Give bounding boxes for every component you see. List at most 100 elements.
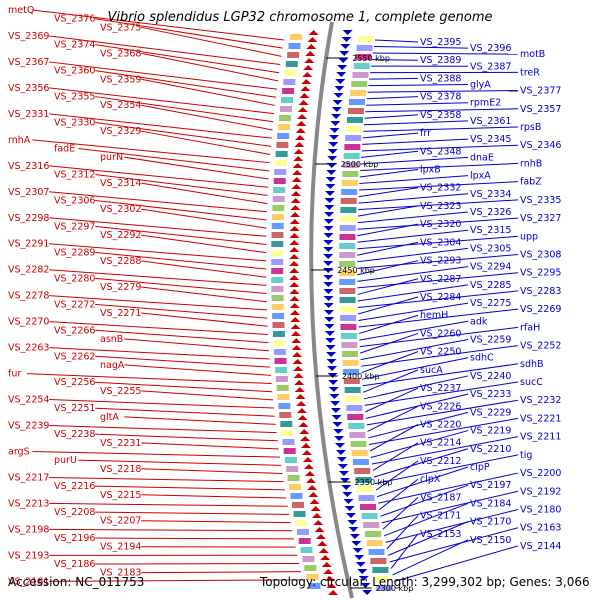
cog-block-right	[341, 180, 358, 186]
reverse-gene-arrow	[335, 450, 346, 455]
reverse-gene-arrow	[324, 324, 335, 329]
cog-block-right	[360, 504, 376, 510]
cog-block-right	[347, 108, 364, 114]
left-connector-line	[32, 450, 280, 458]
left-connector-line	[49, 61, 278, 90]
reverse-gene-arrow	[331, 114, 342, 119]
forward-gene-arrow	[306, 44, 317, 49]
right-connector-line	[358, 193, 469, 204]
right-connector-line	[376, 466, 469, 498]
left-gene-label: VS_2375	[100, 22, 141, 33]
cog-block-left	[273, 187, 286, 193]
right-connector-line	[361, 351, 419, 374]
forward-gene-arrow	[323, 569, 334, 574]
reverse-gene-arrow	[340, 478, 351, 483]
reverse-gene-arrow	[358, 576, 369, 581]
right-connector-line	[364, 381, 519, 406]
right-connector-line	[374, 39, 419, 43]
cog-block-right	[356, 45, 373, 51]
left-connector-line	[95, 537, 294, 540]
cog-block-left	[280, 421, 293, 427]
right-gene-label: VS_2187	[420, 492, 461, 503]
reverse-gene-arrow	[328, 142, 339, 147]
forward-gene-arrow	[292, 352, 303, 357]
kbp-label: 2450 kbp	[337, 266, 375, 275]
left-connector-line	[141, 260, 267, 278]
right-gene-label: VS_2153	[420, 529, 461, 540]
right-connector-line	[362, 138, 469, 145]
reverse-gene-arrow	[360, 583, 371, 588]
right-gene-label: VS_2287	[420, 274, 461, 285]
reverse-gene-arrow	[325, 345, 336, 350]
right-connector-line	[363, 120, 469, 126]
reverse-gene-arrow	[323, 289, 334, 294]
left-gene-label: VS_2262	[54, 351, 95, 362]
right-gene-label: VS_2250	[420, 347, 461, 358]
cog-block-left	[273, 349, 286, 355]
right-connector-line	[361, 150, 419, 158]
left-gene-label: VS_2207	[100, 516, 141, 527]
right-gene-label: VS_2252	[520, 341, 561, 352]
cog-block-left	[281, 430, 294, 436]
left-connector-line	[95, 485, 285, 491]
reverse-gene-arrow	[336, 457, 347, 462]
forward-gene-arrow	[290, 324, 301, 329]
right-connector-line	[374, 454, 519, 485]
left-gene-label: VS_2183	[100, 568, 141, 579]
right-connector-line	[367, 90, 519, 93]
left-gene-label: metQ	[8, 5, 34, 16]
cog-block-right	[346, 405, 363, 411]
reverse-gene-arrow	[324, 205, 335, 210]
forward-gene-arrow	[289, 254, 300, 259]
cog-block-left	[289, 34, 302, 40]
cog-block-right	[345, 135, 362, 141]
reverse-gene-arrow	[324, 191, 335, 196]
cog-block-right	[339, 234, 356, 240]
left-gene-label: VS_2217	[8, 472, 49, 483]
left-connector-line	[141, 468, 283, 474]
cog-block-left	[276, 142, 289, 148]
cog-block-right	[368, 549, 385, 555]
cog-block-left	[271, 304, 284, 310]
reverse-gene-arrow	[327, 366, 338, 371]
right-connector-line	[382, 496, 419, 530]
reverse-gene-arrow	[324, 317, 335, 322]
forward-gene-arrow	[295, 135, 306, 140]
reverse-gene-arrow	[352, 548, 363, 553]
right-gene-label: VS_2171	[420, 511, 461, 522]
cog-block-left	[282, 439, 295, 445]
reverse-gene-arrow	[342, 30, 353, 35]
right-gene-label: rnhB	[520, 158, 542, 169]
right-connector-line	[373, 448, 469, 478]
right-connector-line	[358, 302, 469, 322]
left-connector-line	[95, 407, 275, 417]
cog-block-right	[350, 441, 367, 447]
left-connector-line	[49, 528, 293, 532]
right-gene-label: sucC	[520, 377, 543, 388]
left-gene-label: purU	[54, 455, 77, 466]
left-gene-label: VS_2354	[100, 100, 141, 111]
left-connector-line	[49, 425, 277, 434]
reverse-gene-arrow	[342, 492, 353, 497]
right-gene-label: VS_2294	[470, 262, 511, 273]
left-connector-line	[32, 9, 285, 41]
reverse-gene-arrow	[326, 170, 337, 175]
right-gene-label: VS_2320	[420, 219, 461, 230]
cog-block-left	[271, 232, 284, 238]
right-gene-label: VS_2334	[470, 189, 511, 200]
right-gene-label: VS_2233	[470, 389, 511, 400]
cog-block-left	[272, 313, 285, 319]
left-gene-label: VS_2306	[54, 195, 95, 206]
left-connector-line	[95, 562, 300, 565]
right-gene-label: VS_2214	[420, 438, 461, 449]
forward-gene-arrow	[289, 303, 300, 308]
right-connector-line	[388, 521, 469, 556]
cog-block-right	[355, 477, 372, 483]
right-connector-line	[371, 59, 419, 61]
left-connector-line	[141, 312, 268, 327]
left-connector-line	[49, 243, 267, 262]
cog-block-left	[288, 484, 301, 490]
left-gene-label: VS_2314	[100, 178, 141, 189]
left-gene-label: argS	[8, 446, 30, 457]
forward-gene-arrow	[297, 415, 308, 420]
